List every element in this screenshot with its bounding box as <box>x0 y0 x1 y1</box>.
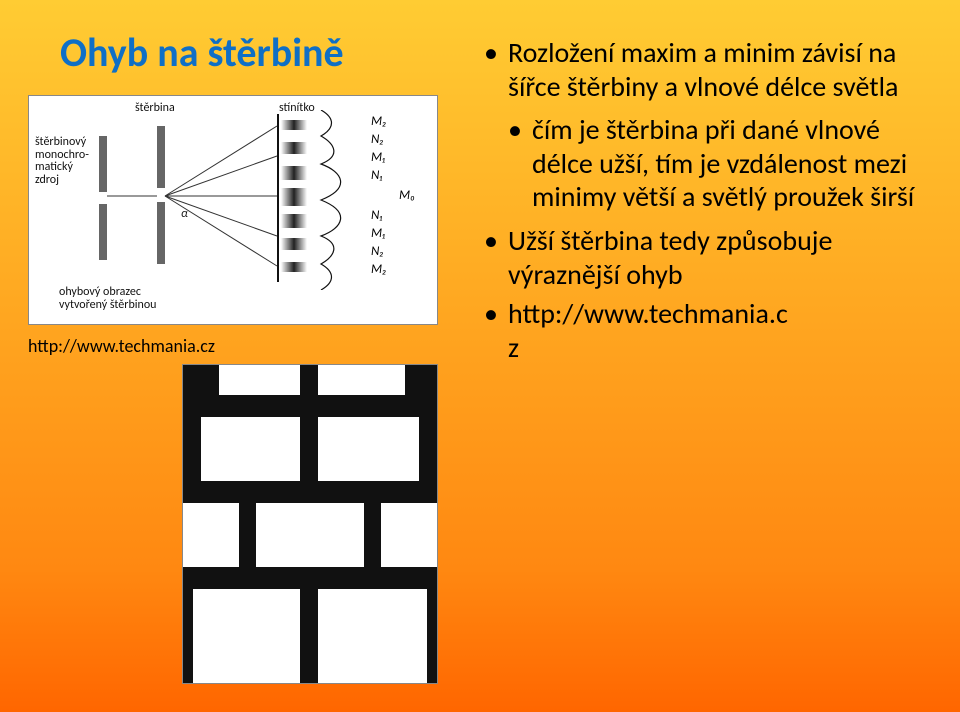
fringe <box>281 188 307 206</box>
fringe-label: N₁ <box>371 168 383 183</box>
pattern-cell <box>183 567 437 589</box>
fringe-label: N₁ <box>371 208 383 223</box>
pattern-row <box>183 567 437 589</box>
fringe-label: N₂ <box>371 244 384 259</box>
pattern-cell <box>300 365 318 395</box>
pattern-cell <box>318 365 405 395</box>
pattern-cell <box>183 503 239 567</box>
pattern-cell <box>183 481 437 503</box>
source-url: http://www.techmania.cz <box>28 335 215 357</box>
fringe-label: M₁ <box>371 150 385 165</box>
pattern-cell <box>183 589 193 683</box>
pattern-cell <box>219 365 300 395</box>
fringe <box>281 214 307 228</box>
fringe <box>281 120 307 130</box>
pattern-cell <box>318 589 427 683</box>
pattern-row <box>183 417 437 481</box>
label-angle: α <box>181 208 188 221</box>
diffraction-pattern <box>182 364 438 684</box>
pattern-row <box>183 589 437 683</box>
pattern-cell <box>318 417 419 481</box>
bullet-item: čím je štěrbina při dané vlnové délce už… <box>480 113 920 214</box>
bullet-item: Užší štěrbina tedy způsobuje výraznější … <box>480 224 920 291</box>
bullet-item: http://www.techmania.cz <box>480 297 920 364</box>
pattern-cell <box>193 589 300 683</box>
fringe <box>281 166 307 180</box>
pattern-row <box>183 395 437 417</box>
fringe-label: M₀ <box>399 188 415 203</box>
fringe <box>281 238 307 250</box>
pattern-cell <box>239 503 257 567</box>
pattern-cell <box>300 589 318 683</box>
pattern-cell <box>300 417 318 481</box>
pattern-row <box>183 503 437 567</box>
pattern-cell <box>201 417 300 481</box>
fringe-label: M₂ <box>371 114 386 129</box>
pattern-cell <box>256 503 363 567</box>
fringe-label: M₁ <box>371 226 385 241</box>
pattern-cell <box>381 503 437 567</box>
pattern-row <box>183 365 437 395</box>
pattern-cell <box>427 589 437 683</box>
fringe <box>281 142 307 154</box>
pattern-cell <box>405 365 437 395</box>
pattern-cell <box>419 417 437 481</box>
page-title: Ohyb na štěrbině <box>60 28 344 77</box>
pattern-cell <box>364 503 382 567</box>
bullet-list: Rozložení maxim a minim závisí na šířce … <box>480 36 920 370</box>
fringe-label: N₂ <box>371 132 384 147</box>
pattern-cell <box>183 395 437 417</box>
pattern-row <box>183 481 437 503</box>
bullet-item: Rozložení maxim a minim závisí na šířce … <box>480 36 920 103</box>
fringe-label: M₂ <box>371 262 386 277</box>
pattern-cell <box>183 417 201 481</box>
diffraction-diagram: štěrbinovýmonochro-matickýzdroj štěrbina… <box>28 95 438 325</box>
fringe <box>281 262 307 272</box>
pattern-cell <box>183 365 219 395</box>
